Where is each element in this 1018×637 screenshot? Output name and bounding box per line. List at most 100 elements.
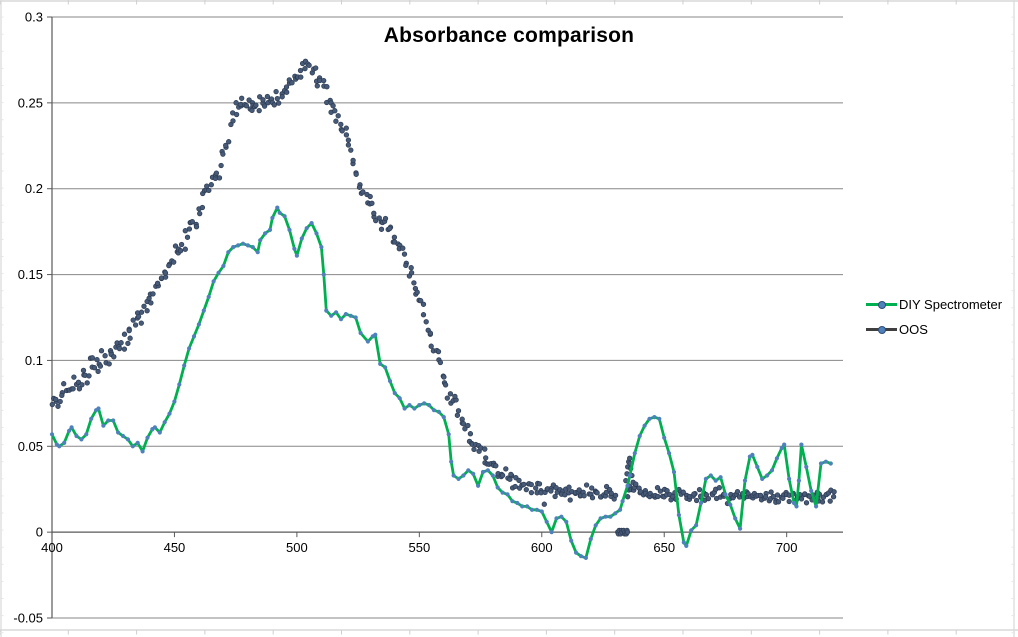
oos-data-point (757, 492, 764, 499)
diy-data-marker (723, 492, 728, 497)
oos-data-point (132, 322, 139, 328)
diy-data-marker (436, 409, 441, 414)
oos-data-point (223, 142, 229, 149)
oos-data-point (199, 204, 206, 211)
diy-data-marker (299, 236, 304, 241)
diy-data-marker (130, 444, 135, 449)
diy-data-marker (321, 272, 326, 277)
oos-data-point (189, 218, 195, 225)
diy-data-marker (554, 516, 559, 521)
diy-data-marker (67, 428, 72, 433)
diy-data-marker (742, 478, 748, 483)
oos-data-point (482, 446, 488, 452)
oos-data-point (528, 481, 534, 488)
diy-data-marker (211, 279, 216, 284)
diy-data-marker (334, 310, 339, 315)
oos-data-point (70, 386, 76, 392)
oos-data-point (184, 234, 191, 240)
diy-data-marker (145, 435, 150, 440)
diy-data-marker (534, 507, 540, 512)
diy-data-marker (598, 516, 603, 521)
diy-data-marker (608, 514, 613, 519)
oos-data-point (528, 489, 535, 496)
oos-data-point (84, 380, 90, 386)
diy-data-marker (167, 411, 172, 416)
diy-data-marker (485, 468, 490, 473)
chart-legend: DIY Spectrometer OOS (866, 292, 1016, 342)
oos-data-point (186, 226, 193, 232)
diy-data-marker (791, 500, 797, 506)
diy-data-marker (387, 378, 393, 384)
diy-data-marker (569, 538, 574, 543)
diy-data-marker (738, 526, 743, 531)
oos-data-point (111, 354, 117, 360)
oos-data-point (172, 243, 179, 249)
diy-data-marker (329, 313, 334, 318)
diy-data-marker (277, 210, 282, 215)
oos-data-point (691, 491, 697, 497)
diy-data-marker (157, 430, 162, 435)
x-tick-label: 550 (408, 540, 430, 555)
oos-data-point (138, 320, 144, 326)
diy-data-marker (787, 476, 792, 481)
oos-data-point (257, 94, 263, 100)
legend-item-diy-spectrometer[interactable]: DIY Spectrometer (866, 292, 1016, 317)
diy-data-marker (206, 294, 211, 299)
oos-data-point (548, 488, 554, 494)
oos-data-point (512, 483, 518, 490)
oos-data-point (125, 340, 131, 347)
oos-data-point (61, 381, 67, 387)
oos-data-point (126, 327, 132, 334)
series-marker-dot-icon (877, 325, 886, 334)
diy-data-marker (187, 346, 192, 351)
oos-data-point (162, 270, 169, 276)
oos-data-point (608, 490, 614, 496)
oos-data-point (414, 289, 420, 295)
diy-data-marker (101, 423, 106, 428)
diy-data-marker (456, 476, 461, 481)
oos-data-point (121, 331, 128, 337)
oos-data-point (193, 224, 200, 230)
oos-data-point (360, 189, 366, 195)
oos-data-point (371, 210, 377, 216)
diy-data-marker (495, 485, 500, 490)
oos-data-point (182, 246, 188, 252)
oos-data-point (218, 162, 224, 169)
oos-data-point (576, 487, 582, 493)
oos-data-point (97, 363, 104, 369)
x-tick-label: 600 (531, 540, 553, 555)
oos-data-point (378, 226, 385, 232)
oos-data-point (455, 408, 462, 414)
oos-data-point (216, 175, 223, 181)
oos-data-point (59, 392, 65, 399)
diy-data-marker (620, 499, 625, 504)
x-tick-label: 500 (286, 540, 308, 555)
oos-data-point (206, 187, 212, 194)
oos-data-point (76, 386, 83, 392)
oos-data-point (447, 391, 454, 397)
diy-data-marker (292, 246, 297, 251)
oos-data-point (521, 481, 527, 488)
legend-item-oos[interactable]: OOS (866, 317, 1016, 342)
diy-data-marker (216, 270, 221, 275)
diy-data-marker (520, 504, 525, 509)
oos-data-point (589, 485, 595, 491)
oos-data-point (338, 121, 344, 128)
oos-data-point (471, 446, 477, 453)
diy-data-marker (823, 459, 829, 464)
oos-data-point (369, 200, 375, 206)
oos-data-point (420, 312, 427, 318)
diy-data-marker (828, 461, 833, 466)
oos-data-point (343, 125, 349, 131)
diy-data-marker (236, 243, 241, 248)
oos-data-point (239, 95, 245, 101)
oos-data-point (178, 241, 185, 248)
oos-data-point (508, 471, 514, 478)
oos-data-point (418, 298, 424, 304)
oos-data-point (102, 353, 108, 359)
diy-data-marker (287, 227, 292, 232)
diy-data-marker (559, 514, 564, 519)
oos-data-point (332, 108, 338, 114)
